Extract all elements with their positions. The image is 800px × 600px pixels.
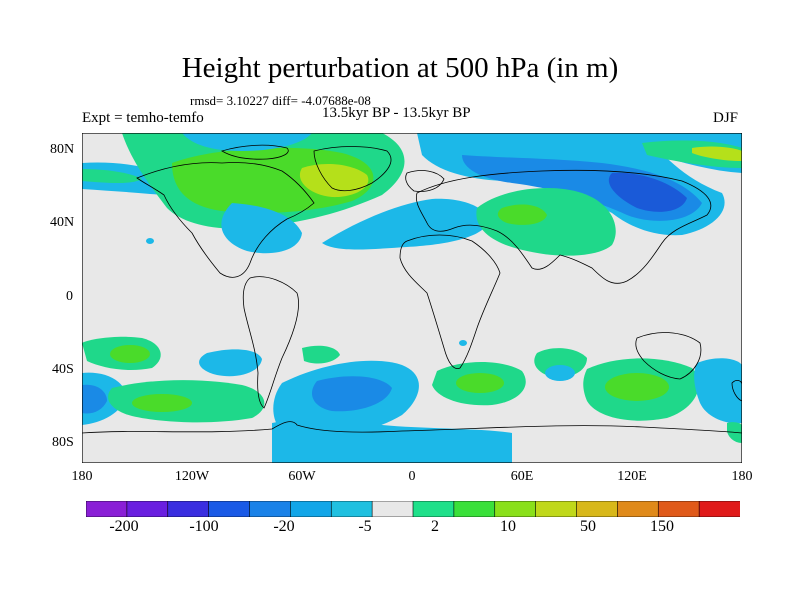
lat-label-80s: 80S xyxy=(52,435,74,450)
contour-region xyxy=(146,238,154,244)
colorbar-swatch xyxy=(657,501,700,517)
contour-region xyxy=(322,198,488,250)
contour-region xyxy=(608,172,687,212)
contour-region xyxy=(459,340,467,346)
colorbar-swatch xyxy=(290,501,333,517)
lon-label-60w: 60W xyxy=(288,469,316,484)
contour-region xyxy=(299,163,369,198)
colorbar-swatch xyxy=(412,501,455,517)
coastline xyxy=(415,169,712,284)
coastlines xyxy=(82,144,742,434)
colorbar-label: -100 xyxy=(189,518,219,535)
contour-region xyxy=(545,365,575,381)
coastline xyxy=(313,146,392,192)
lat-label-0: 0 xyxy=(66,289,73,304)
coastline xyxy=(405,170,445,192)
colorbar-swatch xyxy=(535,501,578,517)
coastline xyxy=(242,276,299,409)
contour-region xyxy=(82,384,107,414)
colorbar xyxy=(86,501,740,517)
contour-region xyxy=(312,376,392,412)
colorbar-label: 2 xyxy=(431,518,439,535)
coastline xyxy=(399,234,501,370)
coastline xyxy=(82,421,742,434)
contour-region xyxy=(221,203,302,254)
colorbar-label: 50 xyxy=(580,518,596,535)
contour-region xyxy=(132,394,192,412)
contour-region xyxy=(497,204,547,225)
period-label: 13.5kyr BP - 13.5kyr BP xyxy=(322,105,471,121)
contour-region xyxy=(302,345,340,364)
colorbar-label: -20 xyxy=(273,518,295,535)
colorbar-swatch xyxy=(86,501,128,517)
colorbar-swatch xyxy=(371,501,414,517)
contour-fields xyxy=(82,133,742,463)
lat-label-40n: 40N xyxy=(50,215,75,230)
colorbar-swatch xyxy=(167,501,210,517)
lon-label-120e: 120E xyxy=(617,469,647,484)
colorbar-swatch xyxy=(249,501,292,517)
coastline xyxy=(136,162,315,278)
colorbar-label: -200 xyxy=(109,518,139,535)
contour-region xyxy=(172,147,374,213)
contour-region xyxy=(476,188,616,256)
colorbar-label: 150 xyxy=(650,518,674,535)
lon-label-60e: 60E xyxy=(510,469,534,484)
lon-label-180e: 180 xyxy=(731,469,753,484)
colorbar-swatch xyxy=(617,501,660,517)
coastline xyxy=(731,379,742,402)
colorbar-swatch xyxy=(576,501,619,517)
coastline xyxy=(635,332,702,380)
contour-region xyxy=(199,349,262,377)
contour-region xyxy=(692,146,742,161)
lat-label-80n: 80N xyxy=(50,142,75,157)
contour-region xyxy=(605,373,669,401)
colorbar-swatch xyxy=(126,501,169,517)
plot-title: Height perturbation at 500 hPa (in m) xyxy=(181,52,619,84)
lon-label-180w: 180 xyxy=(71,469,93,484)
coastline xyxy=(221,144,289,160)
stats-text: rmsd= 3.10227 diff= -4.07688e-08 xyxy=(190,93,371,108)
colorbar-swatch xyxy=(494,501,537,517)
contour-region xyxy=(110,345,150,363)
colorbar-swatch xyxy=(330,501,373,517)
season-label: DJF xyxy=(713,110,739,126)
colorbar-swatch xyxy=(698,501,740,517)
lon-label-0: 0 xyxy=(408,469,416,484)
colorbar-label: -5 xyxy=(358,518,372,535)
colorbar-swatch xyxy=(208,501,251,517)
lat-label-40s: 40S xyxy=(52,362,74,377)
contour-region xyxy=(456,373,504,393)
experiment-label: Expt = temho-temfo xyxy=(82,110,204,126)
colorbar-label: 10 xyxy=(500,518,516,535)
map-panel xyxy=(82,133,742,463)
contour-region xyxy=(82,169,142,183)
colorbar-swatch xyxy=(453,501,496,517)
lon-label-120w: 120W xyxy=(174,469,210,484)
contour-region xyxy=(694,358,742,424)
